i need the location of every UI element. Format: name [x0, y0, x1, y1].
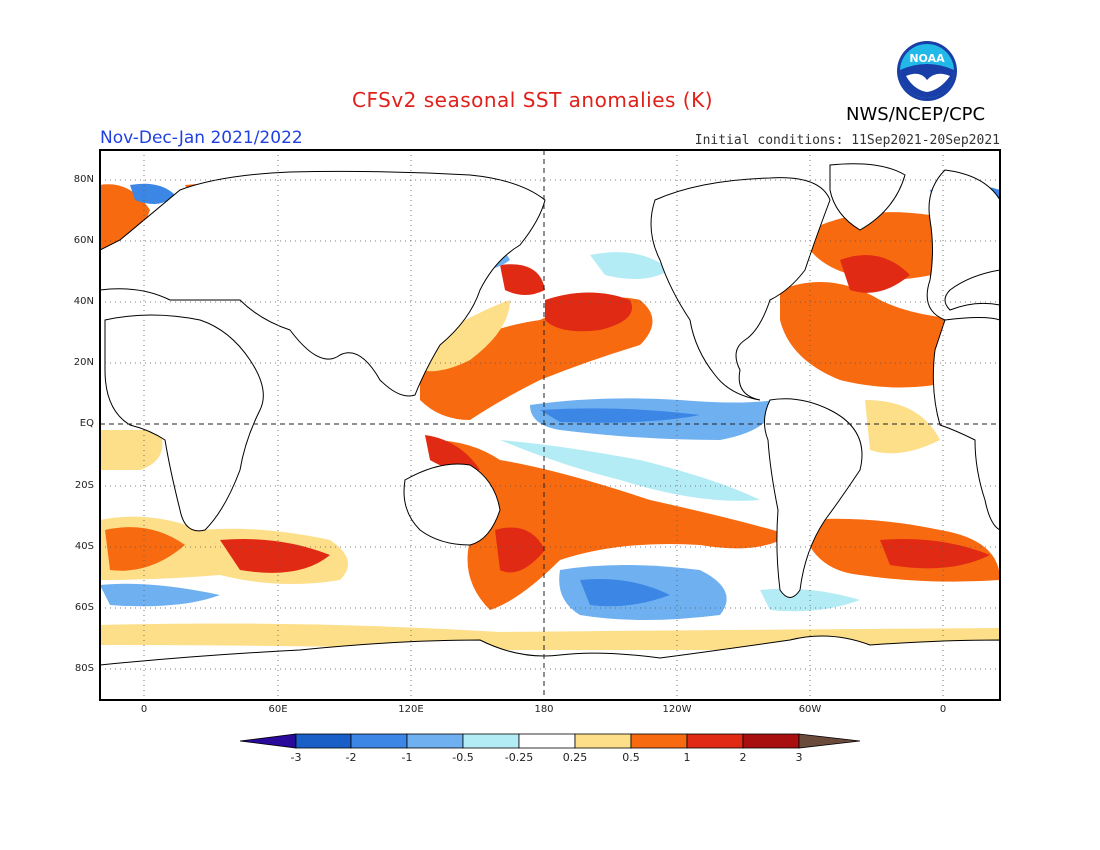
- continent-outline: [100, 170, 546, 397]
- colorbar-box: [630, 733, 688, 749]
- colorbar-label: -1: [401, 751, 413, 764]
- lon-label: 60E: [268, 704, 288, 715]
- lat-label: 60N: [73, 235, 94, 246]
- colorbar-box: [350, 733, 408, 749]
- anomaly-region: [580, 579, 670, 607]
- anomaly-region: [105, 527, 185, 571]
- anomaly-region: [500, 264, 545, 295]
- logo-text: NOAA: [909, 52, 945, 65]
- anomaly-region: [130, 183, 175, 204]
- continent-outline: [829, 163, 906, 231]
- continent-outline: [104, 314, 264, 532]
- colorbar-box: [686, 733, 744, 749]
- continent-outline: [650, 177, 831, 401]
- lon-label: 120E: [398, 704, 424, 715]
- colorbar-label: 1: [683, 751, 691, 764]
- colorbar-box: [406, 733, 464, 749]
- lon-label: 120W: [662, 704, 692, 715]
- lon-label: 0: [140, 704, 148, 715]
- anomaly-region: [840, 255, 910, 293]
- lat-label: 20S: [74, 480, 94, 491]
- lat-label: 40N: [73, 296, 94, 307]
- continent-outline: [100, 635, 1000, 700]
- colorbar-label: 2: [739, 751, 747, 764]
- anomaly-region: [220, 539, 330, 573]
- lat-label: 80S: [74, 663, 94, 674]
- colorbar-box: [574, 733, 632, 749]
- colorbar-box: [518, 733, 576, 749]
- colorbar-label: -0.5: [452, 751, 474, 764]
- colorbar-label: -2: [345, 751, 357, 764]
- colorbar-label: 3: [795, 751, 803, 764]
- colorbar-label: -3: [290, 751, 302, 764]
- agency-label: NWS/NCEP/CPC: [846, 104, 986, 125]
- lon-label: 180: [534, 704, 554, 715]
- noaa-logo-icon: NOAA: [897, 41, 957, 101]
- lat-label: 60S: [74, 602, 94, 613]
- anomaly-region: [880, 539, 990, 569]
- colorbar-box: [462, 733, 520, 749]
- anomaly-region: [100, 583, 220, 607]
- lat-label: EQ: [79, 418, 94, 429]
- map-frame: [99, 149, 1001, 701]
- anomaly-region: [540, 408, 700, 423]
- map-title: CFSv2 seasonal SST anomalies (K): [352, 88, 713, 112]
- colorbar-box: [742, 733, 800, 749]
- colorbar-high-triangle: [798, 733, 861, 749]
- lat-label: 20N: [73, 357, 94, 368]
- colorbar-label: 0.5: [622, 751, 640, 764]
- map-gridlines: [100, 150, 1000, 700]
- lon-label: 60W: [798, 704, 822, 715]
- continent-outline: [403, 463, 501, 546]
- anomaly-region: [865, 400, 940, 454]
- lat-label: 40S: [74, 541, 94, 552]
- continent-outline: [764, 398, 863, 598]
- initial-conditions: Initial conditions: 11Sep2021-20Sep2021: [694, 133, 1000, 148]
- colorbar-label: 0.25: [562, 751, 588, 764]
- lat-label: 80N: [73, 174, 94, 185]
- anomaly-region: [425, 435, 480, 472]
- season-label: Nov-Dec-Jan 2021/2022: [100, 128, 303, 148]
- anomaly-region: [420, 300, 510, 372]
- colorbar-low-triangle: [239, 733, 297, 749]
- colorbar-box: [295, 733, 352, 749]
- anomaly-region: [100, 430, 163, 470]
- anomaly-field: [100, 183, 1000, 650]
- lon-label: 0: [939, 704, 947, 715]
- colorbar-label: -0.25: [504, 751, 534, 764]
- anomaly-region: [495, 527, 545, 573]
- colorbar: [239, 733, 861, 749]
- land-outlines: [100, 163, 1000, 700]
- anomaly-region: [590, 252, 670, 279]
